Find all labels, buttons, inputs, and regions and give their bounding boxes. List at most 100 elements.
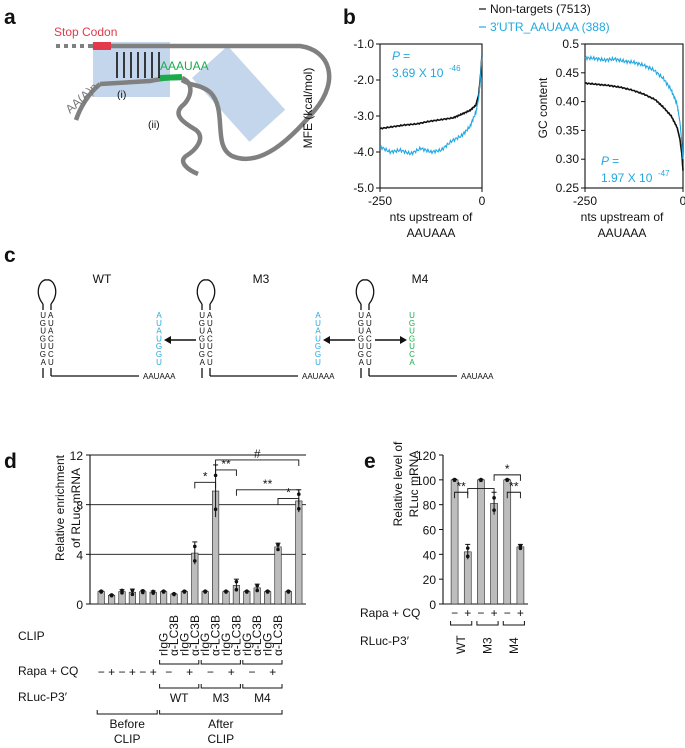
construct-row-label: RLuc-P3′ xyxy=(360,634,410,648)
y-tick-label: 0.25 xyxy=(556,181,580,195)
stem-base: C xyxy=(366,334,372,343)
group-label: M3 xyxy=(212,691,229,705)
sig-bracket xyxy=(467,488,495,495)
b-left-xlabel-1: nts upstream of xyxy=(390,210,473,224)
after-label-2: CLIP xyxy=(207,732,234,746)
plot-frame xyxy=(584,43,684,189)
bar xyxy=(503,479,512,605)
stem-base: U xyxy=(199,311,205,320)
mrna-loop xyxy=(92,43,332,162)
stem-base: U xyxy=(358,311,364,320)
y-tick-label: 80 xyxy=(423,499,437,513)
stem-base: G xyxy=(358,334,364,343)
before-sign: − xyxy=(98,665,105,679)
aauaaa-label: AAUAAA xyxy=(461,372,494,381)
data-point xyxy=(161,590,166,594)
d-ylabel-1: Relative enrichment xyxy=(53,454,67,561)
mutant-base-left: A xyxy=(156,311,162,320)
chart-d: 04812rIgGα-LC3BrIgGα-LC3BrIgGα-LC3BrIgGα… xyxy=(18,447,306,746)
data-point xyxy=(255,588,259,593)
stem-base: G xyxy=(199,319,205,328)
sign: − xyxy=(477,606,484,620)
clip-label: α-LC3B xyxy=(229,615,243,656)
series-line-aauaaa xyxy=(379,54,483,156)
after-label-1: After xyxy=(208,717,233,731)
bar xyxy=(477,479,485,605)
mutant-base-left: U xyxy=(315,319,321,328)
data-point xyxy=(492,508,496,512)
before-bracket xyxy=(96,710,158,715)
x-tick-label: 0 xyxy=(479,194,486,208)
y-tick-label: 0.30 xyxy=(556,152,580,166)
clip-label: rIgG xyxy=(157,633,171,656)
panel-b-legend: Non-targets (7513) 3′UTR_AAUAAA (388) xyxy=(479,2,610,34)
group-bracket xyxy=(242,660,283,665)
x-tick-label: 0 xyxy=(680,194,685,208)
b-left-xlabel-2: AAUAAA xyxy=(407,226,456,240)
mutant-base-left: A xyxy=(156,327,162,336)
y-tick-label: 60 xyxy=(423,524,437,538)
construct-label-WT: WT xyxy=(93,272,112,286)
stem-base: G xyxy=(40,350,46,359)
b-right-p-value: 1.97 X 10 xyxy=(601,171,653,185)
region-ii-label: (ii) xyxy=(148,119,160,131)
after-sign: − xyxy=(248,665,255,679)
sig-label: ** xyxy=(221,457,231,471)
sig-bracket xyxy=(215,469,237,476)
bar xyxy=(450,479,459,605)
y-tick-label: 4 xyxy=(76,548,83,562)
data-point xyxy=(151,591,155,595)
data-point xyxy=(99,590,103,594)
chart-b-right: 0.5 0.45 0.40 0.35 0.30 0.25-250 0 xyxy=(556,37,685,208)
before-label-1: Before xyxy=(110,717,146,731)
group-bracket xyxy=(242,684,283,689)
data-point xyxy=(465,554,470,559)
data-point xyxy=(234,587,239,592)
construct-label-M3: M3 xyxy=(253,272,270,286)
sign: + xyxy=(491,606,498,620)
stop-codon-label: Stop Codon xyxy=(54,25,117,39)
sig-label: ** xyxy=(456,479,466,493)
clip-label: rIgG xyxy=(177,633,191,656)
stem-base: U xyxy=(199,342,205,351)
before-sign: + xyxy=(150,665,157,679)
group-label: M3 xyxy=(481,637,495,654)
arrow-head-left xyxy=(323,336,330,344)
data-point xyxy=(276,542,280,547)
e-ylabel-1: Relative level of xyxy=(391,441,405,526)
after-sign: − xyxy=(207,665,214,679)
rapa-row-label: Rapa + CQ xyxy=(360,606,420,620)
rapa-row-label: Rapa + CQ xyxy=(18,664,78,678)
mutant-base-left: A xyxy=(315,327,321,336)
stem-base: U xyxy=(48,342,54,351)
y-tick-label: 12 xyxy=(70,449,84,463)
clip-label: rIgG xyxy=(240,633,254,656)
group-label: WT xyxy=(170,691,189,705)
y-tick-label: -1.0 xyxy=(353,37,374,51)
after-sign: + xyxy=(269,665,276,679)
stem-base: C xyxy=(366,350,372,359)
y-tick-label: 0.5 xyxy=(562,37,579,51)
bar xyxy=(274,546,282,605)
sig-bracket xyxy=(493,474,521,481)
bar xyxy=(463,551,472,605)
mutant-base-left: U xyxy=(156,334,162,343)
mutant-base-left: U xyxy=(156,319,162,328)
panel-label-d: d xyxy=(4,450,17,473)
data-point xyxy=(518,543,523,548)
bar xyxy=(516,546,525,605)
stem-base: A xyxy=(366,327,372,336)
stem-base: A xyxy=(48,311,54,320)
stem-base: C xyxy=(207,350,213,359)
data-point xyxy=(465,546,470,550)
mutant-base-right: G xyxy=(409,319,415,328)
group-label: M4 xyxy=(507,637,521,654)
panel-a-diagram: Stop Codon AAAUAA AA(A)n (i) (ii) xyxy=(54,25,332,177)
data-point xyxy=(224,590,228,594)
y-tick-label: 0.40 xyxy=(556,95,580,109)
clip-label: α-LC3B xyxy=(250,615,264,656)
group-bracket xyxy=(200,684,241,689)
clip-label: rIgG xyxy=(198,633,212,656)
hairpin-loop xyxy=(37,279,57,305)
